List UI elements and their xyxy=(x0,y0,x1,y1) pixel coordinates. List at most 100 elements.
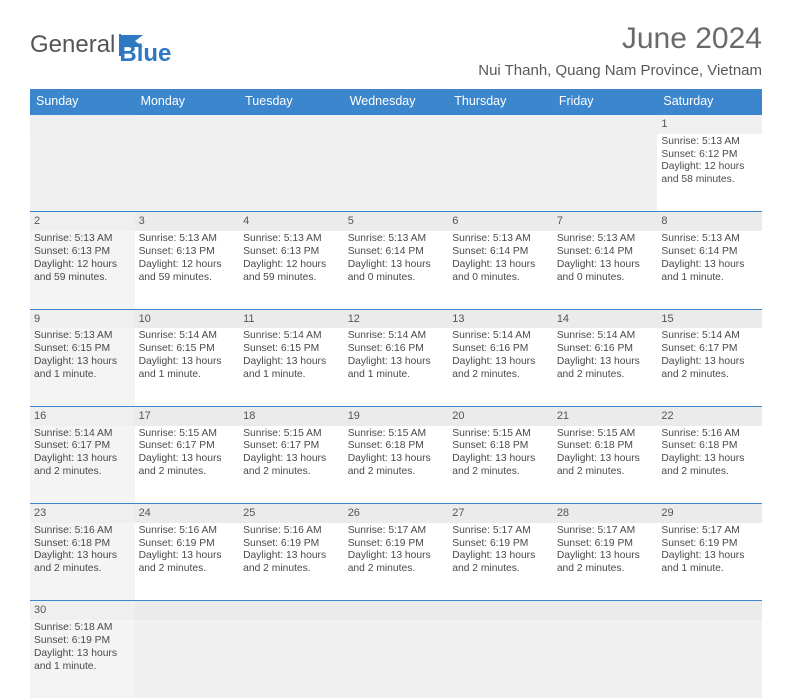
day-cell: Sunrise: 5:14 AMSunset: 6:16 PMDaylight:… xyxy=(344,328,449,406)
sunrise-text: Sunrise: 5:16 AM xyxy=(139,525,236,538)
day-cell: Sunrise: 5:14 AMSunset: 6:17 PMDaylight:… xyxy=(657,328,762,406)
sunrise-text: Sunrise: 5:14 AM xyxy=(139,330,236,343)
sunset-text: Sunset: 6:14 PM xyxy=(348,246,445,259)
day-cell: Sunrise: 5:17 AMSunset: 6:19 PMDaylight:… xyxy=(448,523,553,601)
sunrise-text: Sunrise: 5:18 AM xyxy=(34,622,131,635)
weekday-header: Saturday xyxy=(657,89,762,115)
daylight-text: Daylight: 12 hours and 59 minutes. xyxy=(139,259,236,285)
sunset-text: Sunset: 6:19 PM xyxy=(348,538,445,551)
day-cell: Sunrise: 5:18 AMSunset: 6:19 PMDaylight:… xyxy=(30,620,135,698)
day-cell: Sunrise: 5:17 AMSunset: 6:19 PMDaylight:… xyxy=(553,523,658,601)
day-number-cell: 20 xyxy=(448,406,553,425)
sunrise-text: Sunrise: 5:16 AM xyxy=(34,525,131,538)
daylight-text: Daylight: 13 hours and 2 minutes. xyxy=(348,453,445,479)
day-number-cell xyxy=(657,601,762,620)
day-number-cell: 27 xyxy=(448,504,553,523)
calendar-page: General Blue June 2024 Nui Thanh, Quang … xyxy=(0,0,792,698)
daylight-text: Daylight: 13 hours and 0 minutes. xyxy=(452,259,549,285)
day-cell: Sunrise: 5:14 AMSunset: 6:16 PMDaylight:… xyxy=(553,328,658,406)
daylight-text: Daylight: 13 hours and 1 minute. xyxy=(348,356,445,382)
sunrise-text: Sunrise: 5:15 AM xyxy=(243,428,340,441)
daylight-text: Daylight: 13 hours and 2 minutes. xyxy=(243,453,340,479)
day-number-cell xyxy=(344,115,449,134)
sunrise-text: Sunrise: 5:17 AM xyxy=(348,525,445,538)
sunset-text: Sunset: 6:13 PM xyxy=(34,246,131,259)
sunrise-text: Sunrise: 5:15 AM xyxy=(348,428,445,441)
sunset-text: Sunset: 6:15 PM xyxy=(139,343,236,356)
daylight-text: Daylight: 13 hours and 1 minute. xyxy=(661,550,758,576)
day-number-cell xyxy=(553,601,658,620)
sunset-text: Sunset: 6:19 PM xyxy=(34,635,131,648)
daylight-text: Daylight: 13 hours and 2 minutes. xyxy=(661,453,758,479)
day-number-cell: 9 xyxy=(30,309,135,328)
day-number-cell xyxy=(344,601,449,620)
daylight-text: Daylight: 13 hours and 2 minutes. xyxy=(557,356,654,382)
daylight-text: Daylight: 13 hours and 2 minutes. xyxy=(557,453,654,479)
sunset-text: Sunset: 6:12 PM xyxy=(661,149,758,162)
day-cell: Sunrise: 5:15 AMSunset: 6:17 PMDaylight:… xyxy=(135,426,240,504)
sunrise-text: Sunrise: 5:15 AM xyxy=(139,428,236,441)
daylight-text: Daylight: 13 hours and 2 minutes. xyxy=(452,453,549,479)
daylight-text: Daylight: 13 hours and 1 minute. xyxy=(661,259,758,285)
day-number-cell: 8 xyxy=(657,212,762,231)
sunset-text: Sunset: 6:19 PM xyxy=(557,538,654,551)
daylight-text: Daylight: 13 hours and 2 minutes. xyxy=(452,356,549,382)
day-number-cell: 1 xyxy=(657,115,762,134)
day-cell: Sunrise: 5:13 AMSunset: 6:14 PMDaylight:… xyxy=(553,231,658,309)
sunrise-text: Sunrise: 5:14 AM xyxy=(34,428,131,441)
day-cell xyxy=(239,620,344,698)
sunset-text: Sunset: 6:18 PM xyxy=(557,440,654,453)
daylight-text: Daylight: 13 hours and 1 minute. xyxy=(34,648,131,674)
day-number-cell: 11 xyxy=(239,309,344,328)
day-number-cell: 26 xyxy=(344,504,449,523)
day-cell: Sunrise: 5:17 AMSunset: 6:19 PMDaylight:… xyxy=(657,523,762,601)
day-number-cell xyxy=(553,115,658,134)
day-cell: Sunrise: 5:16 AMSunset: 6:19 PMDaylight:… xyxy=(239,523,344,601)
calendar-header-row: SundayMondayTuesdayWednesdayThursdayFrid… xyxy=(30,89,762,115)
day-cell: Sunrise: 5:13 AMSunset: 6:15 PMDaylight:… xyxy=(30,328,135,406)
day-number-cell xyxy=(239,601,344,620)
daylight-text: Daylight: 13 hours and 2 minutes. xyxy=(139,453,236,479)
day-cell xyxy=(344,620,449,698)
sunrise-text: Sunrise: 5:16 AM xyxy=(661,428,758,441)
day-cell xyxy=(553,134,658,212)
day-number-cell xyxy=(135,601,240,620)
sunrise-text: Sunrise: 5:17 AM xyxy=(557,525,654,538)
sunrise-text: Sunrise: 5:16 AM xyxy=(243,525,340,538)
day-cell: Sunrise: 5:13 AMSunset: 6:14 PMDaylight:… xyxy=(344,231,449,309)
sunrise-text: Sunrise: 5:14 AM xyxy=(348,330,445,343)
day-cell: Sunrise: 5:14 AMSunset: 6:15 PMDaylight:… xyxy=(239,328,344,406)
daylight-text: Daylight: 13 hours and 2 minutes. xyxy=(243,550,340,576)
sunset-text: Sunset: 6:19 PM xyxy=(243,538,340,551)
day-cell: Sunrise: 5:13 AMSunset: 6:14 PMDaylight:… xyxy=(657,231,762,309)
day-cell: Sunrise: 5:13 AMSunset: 6:13 PMDaylight:… xyxy=(239,231,344,309)
logo-word2: Blue xyxy=(119,40,171,67)
daylight-text: Daylight: 13 hours and 2 minutes. xyxy=(34,453,131,479)
sunrise-text: Sunrise: 5:13 AM xyxy=(34,233,131,246)
sunset-text: Sunset: 6:19 PM xyxy=(452,538,549,551)
day-number-cell: 28 xyxy=(553,504,658,523)
weekday-header: Thursday xyxy=(448,89,553,115)
day-number-cell: 14 xyxy=(553,309,658,328)
day-cell: Sunrise: 5:13 AMSunset: 6:14 PMDaylight:… xyxy=(448,231,553,309)
day-cell: Sunrise: 5:14 AMSunset: 6:16 PMDaylight:… xyxy=(448,328,553,406)
daylight-text: Daylight: 13 hours and 2 minutes. xyxy=(34,550,131,576)
sunset-text: Sunset: 6:14 PM xyxy=(557,246,654,259)
daylight-text: Daylight: 13 hours and 2 minutes. xyxy=(139,550,236,576)
day-number-cell: 3 xyxy=(135,212,240,231)
weekday-header: Sunday xyxy=(30,89,135,115)
title-block: June 2024 Nui Thanh, Quang Nam Province,… xyxy=(478,22,762,87)
sunset-text: Sunset: 6:13 PM xyxy=(139,246,236,259)
sunrise-text: Sunrise: 5:13 AM xyxy=(34,330,131,343)
daylight-text: Daylight: 12 hours and 59 minutes. xyxy=(34,259,131,285)
logo-word1: General xyxy=(30,31,115,59)
sunset-text: Sunset: 6:17 PM xyxy=(661,343,758,356)
sunrise-text: Sunrise: 5:13 AM xyxy=(661,136,758,149)
sunset-text: Sunset: 6:18 PM xyxy=(661,440,758,453)
sunset-text: Sunset: 6:14 PM xyxy=(661,246,758,259)
day-number-cell: 10 xyxy=(135,309,240,328)
day-cell: Sunrise: 5:17 AMSunset: 6:19 PMDaylight:… xyxy=(344,523,449,601)
day-cell xyxy=(448,620,553,698)
day-cell: Sunrise: 5:16 AMSunset: 6:18 PMDaylight:… xyxy=(30,523,135,601)
day-cell: Sunrise: 5:15 AMSunset: 6:18 PMDaylight:… xyxy=(448,426,553,504)
